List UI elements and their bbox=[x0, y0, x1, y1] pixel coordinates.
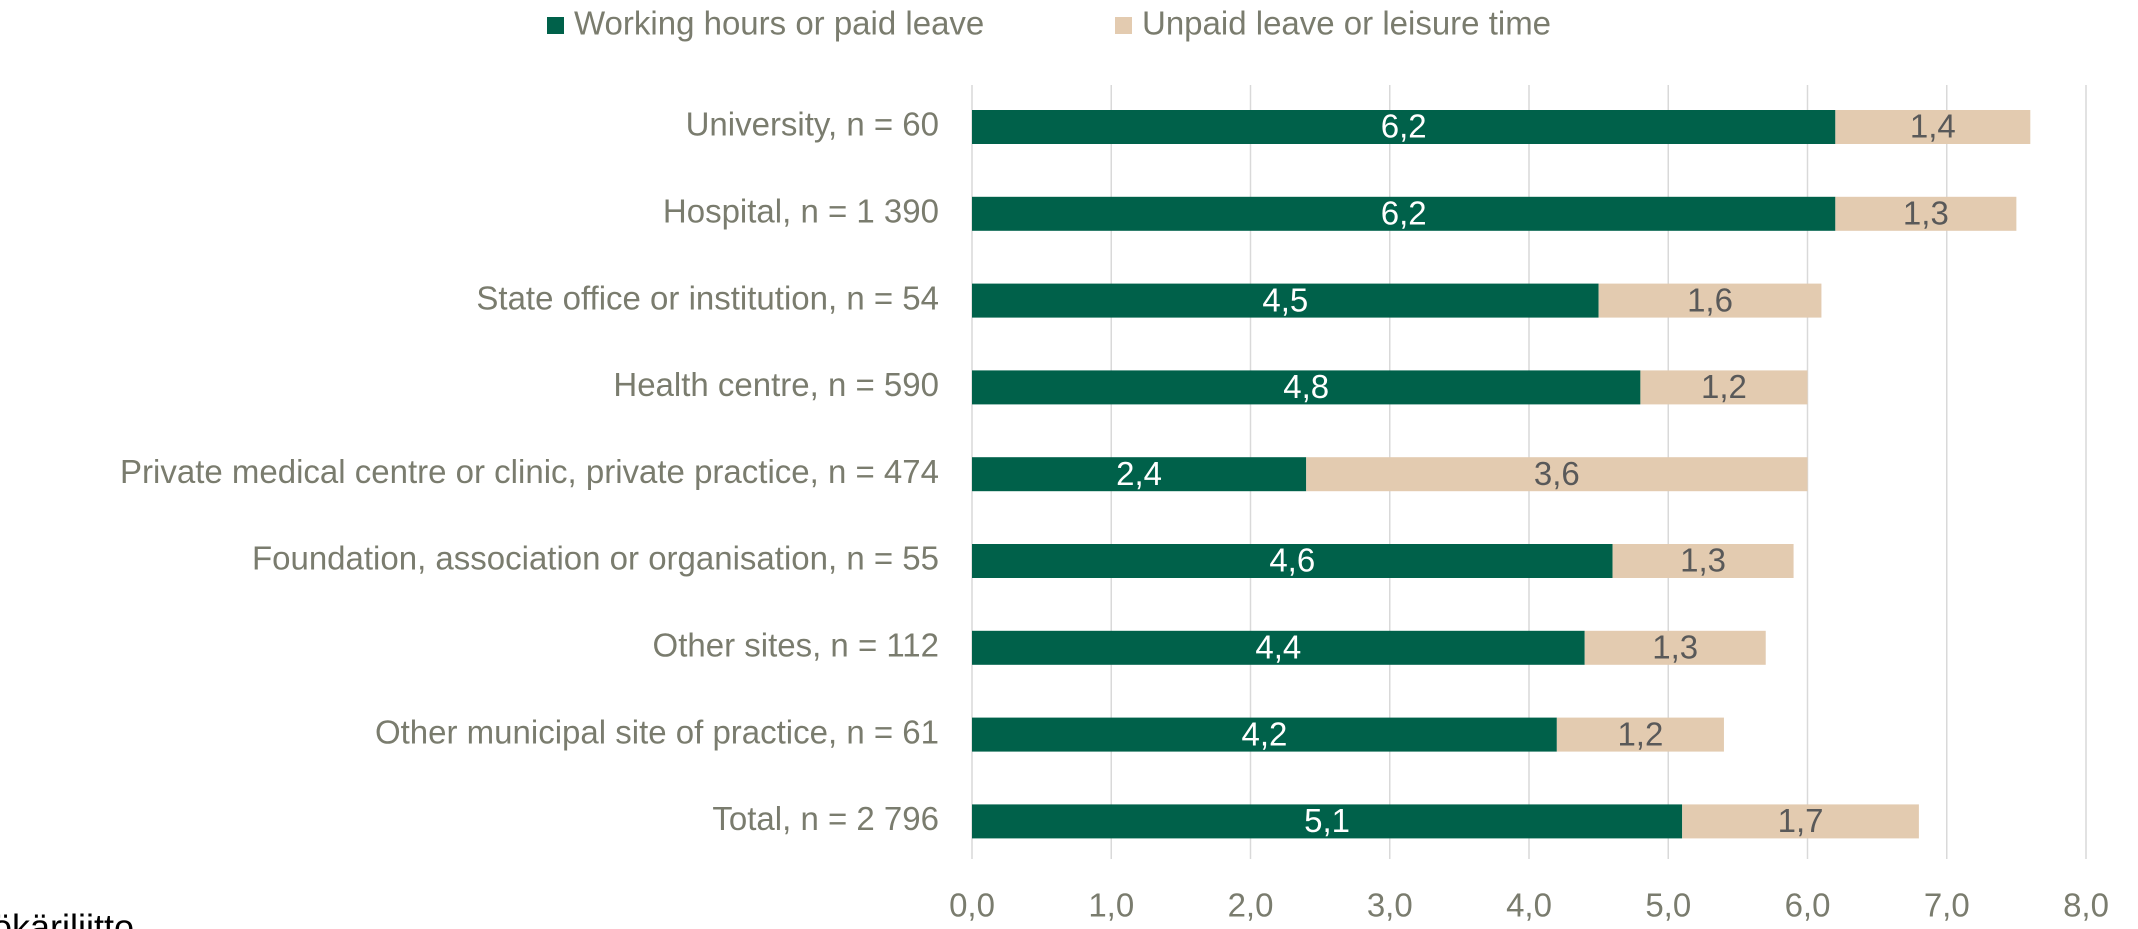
y-tick-label: State office or institution, n = 54 bbox=[476, 279, 939, 316]
x-tick-label: 5,0 bbox=[1645, 887, 1691, 924]
x-tick-label: 7,0 bbox=[1924, 887, 1970, 924]
data-label: 2,4 bbox=[1116, 455, 1162, 492]
data-label: 1,3 bbox=[1680, 542, 1726, 579]
bar-segment bbox=[1835, 196, 2017, 231]
y-tick-label: Other municipal site of practice, n = 61 bbox=[375, 713, 939, 750]
data-label: 4,6 bbox=[1269, 542, 1315, 579]
x-tick-label: 8,0 bbox=[2063, 887, 2109, 924]
bar-segment bbox=[972, 110, 1836, 144]
bar-segment bbox=[1584, 630, 1766, 665]
data-label: 4,4 bbox=[1255, 629, 1301, 666]
data-label: 6,2 bbox=[1381, 195, 1427, 232]
bar-segment bbox=[972, 630, 1585, 665]
data-label: 1,6 bbox=[1687, 281, 1733, 318]
y-tick-label: Private medical centre or clinic, privat… bbox=[120, 453, 939, 490]
x-tick-label: 2,0 bbox=[1228, 887, 1274, 924]
y-tick-label: Hospital, n = 1 390 bbox=[663, 193, 939, 230]
y-tick-label: University, n = 60 bbox=[686, 106, 939, 143]
data-label: 4,5 bbox=[1262, 281, 1308, 318]
x-tick-label: 1,0 bbox=[1088, 887, 1134, 924]
data-label: 1,3 bbox=[1903, 195, 1949, 232]
x-tick-label: 6,0 bbox=[1785, 887, 1831, 924]
data-label: 6,2 bbox=[1381, 108, 1427, 145]
bar-segment bbox=[972, 370, 1641, 405]
bar-segment bbox=[1640, 370, 1808, 405]
bar-segment bbox=[972, 804, 1683, 839]
y-tick-label: Total, n = 2 796 bbox=[712, 800, 939, 837]
data-label: 1,4 bbox=[1910, 108, 1956, 145]
data-label: 1,7 bbox=[1778, 802, 1824, 839]
bar-segment bbox=[1306, 457, 1808, 492]
legend-label: Working hours or paid leave bbox=[574, 5, 984, 42]
bar-segment bbox=[972, 717, 1557, 752]
bar-segment bbox=[1612, 544, 1794, 578]
source: ökäriliitto bbox=[0, 907, 134, 929]
legend-swatch bbox=[1115, 17, 1132, 34]
legend-label: Unpaid leave or leisure time bbox=[1142, 5, 1551, 42]
data-label: 1,2 bbox=[1701, 368, 1747, 405]
data-label: 5,1 bbox=[1304, 802, 1350, 839]
bar-segment bbox=[972, 544, 1613, 578]
data-label: 3,6 bbox=[1534, 455, 1580, 492]
y-tick-label: Health centre, n = 590 bbox=[613, 366, 939, 403]
bar-segment bbox=[1682, 804, 1919, 839]
y-tick-label: Other sites, n = 112 bbox=[653, 627, 939, 664]
y-tick-label: Foundation, association or organisation,… bbox=[252, 540, 939, 577]
bar-segment bbox=[1598, 283, 1822, 318]
bars bbox=[972, 110, 2031, 839]
bar-segment bbox=[972, 283, 1599, 318]
bar-segment bbox=[972, 196, 1836, 231]
x-tick-label: 4,0 bbox=[1506, 887, 1552, 924]
bar-segment bbox=[1556, 717, 1724, 752]
legend-swatch bbox=[547, 17, 564, 34]
bar-segment bbox=[972, 457, 1307, 492]
data-label: 1,3 bbox=[1652, 629, 1698, 666]
data-label: 4,2 bbox=[1241, 715, 1287, 752]
x-tick-label: 3,0 bbox=[1367, 887, 1413, 924]
data-label: 1,2 bbox=[1617, 715, 1663, 752]
x-tick-label: 0,0 bbox=[949, 887, 995, 924]
data-label: 4,8 bbox=[1283, 368, 1329, 405]
bar-segment bbox=[1835, 110, 2031, 144]
